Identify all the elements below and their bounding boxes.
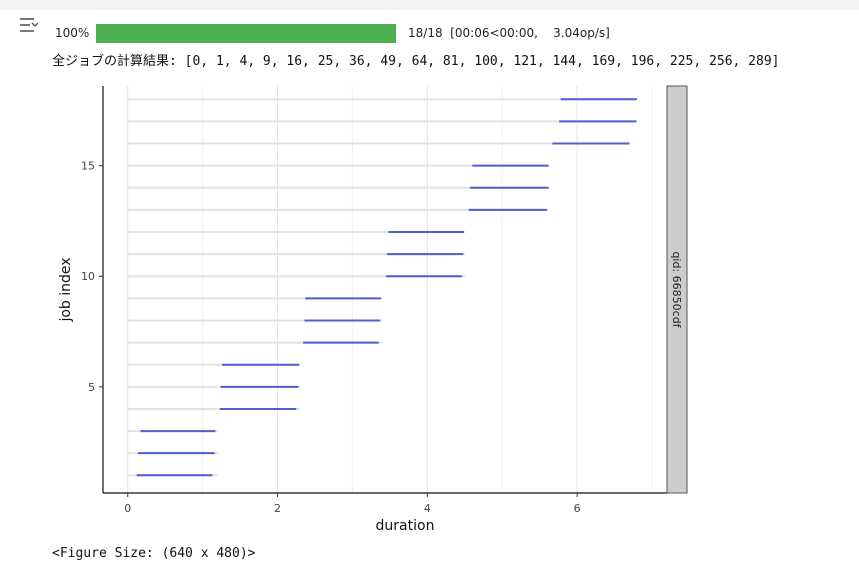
y-tick-label: 5: [88, 381, 95, 394]
result-output: 全ジョブの計算結果: [0, 1, 4, 9, 16, 25, 36, 49, …: [52, 54, 780, 69]
x-tick-label: 4: [424, 502, 431, 515]
x-axis-title: duration: [376, 518, 435, 534]
progress-status: 18/18 [00:06<00:00, 3.04op/s]: [408, 26, 610, 40]
x-tick-label: 0: [124, 502, 131, 515]
progress-percent: 100%: [55, 26, 90, 40]
x-tick-label: 2: [274, 502, 281, 515]
y-tick-label: 15: [81, 160, 95, 173]
progress-bar: [96, 24, 396, 43]
output-toolbar: [0, 0, 859, 10]
progress-bar-fill: [96, 24, 396, 43]
y-axis-title: job index: [58, 257, 74, 322]
y-tick-label: 10: [81, 270, 95, 283]
output-toggle-icon[interactable]: [18, 16, 40, 36]
figure-size-output: <Figure Size: (640 x 480)>: [52, 546, 256, 561]
facet-strip-label: qid: 66850cdf: [670, 251, 683, 328]
facet-strip: [666, 85, 688, 494]
x-tick-label: 6: [574, 502, 581, 515]
